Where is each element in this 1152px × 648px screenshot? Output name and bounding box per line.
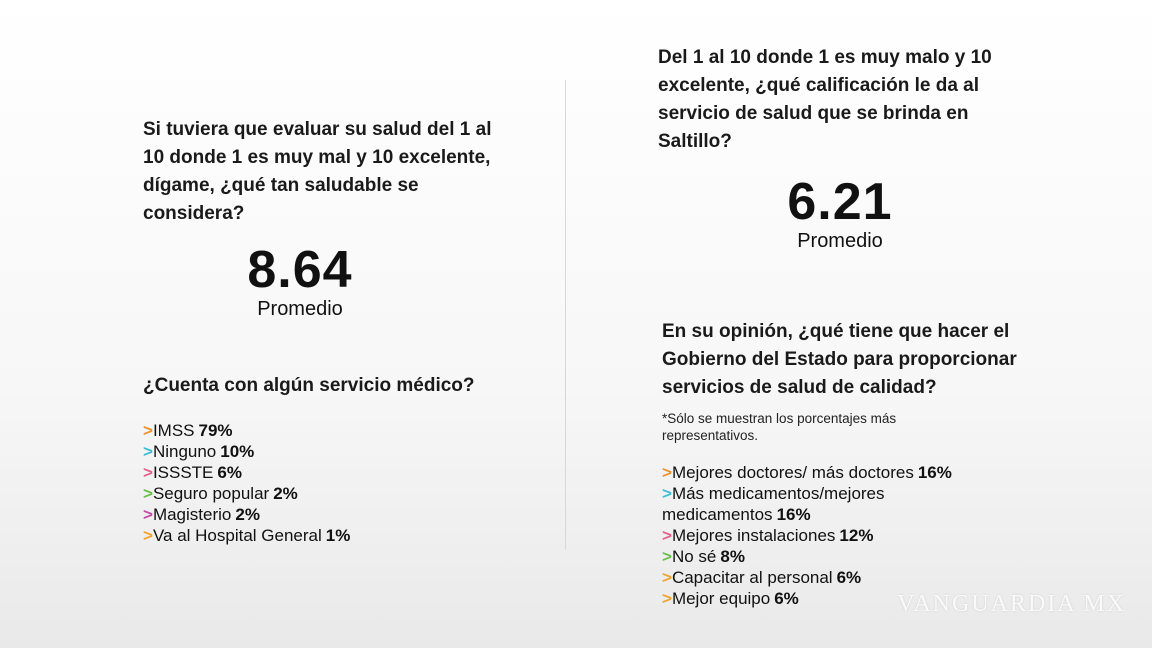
marker: >: [143, 463, 153, 482]
answer-list: >IMSS 79% >Ninguno 10% >ISSSTE 6% >Seguro popu…: [143, 420, 523, 546]
list-item: >No sé 8%: [662, 546, 962, 567]
item-label: Magisterio: [152, 505, 232, 524]
marker: >: [662, 484, 672, 503]
item-value: 10%: [220, 442, 255, 461]
item-label: ISSSTE: [152, 463, 214, 482]
answer-list: >Mejores doctores/ más doctores 16% >Más m…: [662, 462, 962, 609]
list-item: >ISSSTE 6%: [143, 462, 523, 483]
question: Del 1 al 10 donde 1 es muy malo y 10 exc…: [658, 47, 992, 152]
marker: >: [143, 526, 153, 545]
item-label: Mejores doctores/ más doctores: [671, 463, 914, 482]
average-label: Promedio: [797, 230, 883, 252]
item-value: 2%: [273, 484, 298, 503]
item-label: Mejor equipo: [671, 589, 771, 608]
list-item: >Seguro popular 2%: [143, 483, 523, 504]
list-item: >IMSS 79%: [143, 420, 523, 441]
item-value: 16%: [776, 505, 811, 524]
list-item: >Va al Hospital General 1%: [143, 525, 523, 546]
marker: >: [662, 589, 672, 608]
item-label: IMSS: [152, 421, 195, 440]
marker: >: [662, 526, 672, 545]
marker: >: [143, 442, 153, 461]
item-label: Mejores instalaciones: [671, 526, 836, 545]
list-item: >Mejores instalaciones 12%: [662, 525, 962, 546]
marker: >: [143, 505, 153, 524]
list-item: >Ninguno 10%: [143, 441, 523, 462]
item-label: Ninguno: [152, 442, 217, 461]
item-value: 2%: [235, 505, 260, 524]
item-value: 6%: [217, 463, 242, 482]
item-label: Va al Hospital General: [152, 526, 322, 545]
list-item: >Mejores doctores/ más doctores 16%: [662, 462, 962, 483]
item-value: 1%: [325, 526, 351, 545]
note: *Sólo se muestran los porcentajes más re…: [662, 411, 897, 443]
item-label: Más medicamentos/mejores medicamentos: [662, 484, 885, 524]
marker: >: [662, 547, 672, 566]
list-item: >Más medicamentos/mejores medicamentos 16…: [662, 483, 962, 525]
average-value: 6.21: [787, 173, 893, 231]
item-value: 8%: [720, 547, 745, 566]
item-value: 6%: [836, 568, 862, 587]
item-value: 12%: [839, 526, 874, 545]
list-item: >Capacitar al personal 6%: [662, 567, 962, 588]
divider: [565, 80, 566, 550]
list-title: ¿Cuenta con algún servicio médico?: [143, 375, 475, 396]
average-value: 8.64: [247, 241, 353, 299]
item-label: Capacitar al personal: [671, 568, 833, 587]
item-label: Seguro popular: [152, 484, 270, 503]
marker: >: [143, 484, 153, 503]
watermark: VANGUARDIA MX: [897, 591, 1126, 617]
marker: >: [662, 463, 672, 482]
question: Si tuviera que evaluar su salud del 1 al…: [143, 119, 492, 224]
average-label: Promedio: [257, 298, 343, 320]
item-value: 16%: [917, 463, 952, 482]
marker: >: [143, 421, 153, 440]
list-item: >Magisterio 2%: [143, 504, 523, 525]
list-title: En su opinión, ¿qué tiene que hacer el G…: [662, 321, 1017, 398]
item-value: 6%: [774, 589, 799, 608]
item-value: 79%: [198, 421, 233, 440]
list-item: >Mejor equipo 6%: [662, 588, 962, 609]
item-label: No sé: [671, 547, 717, 566]
marker: >: [662, 568, 672, 587]
